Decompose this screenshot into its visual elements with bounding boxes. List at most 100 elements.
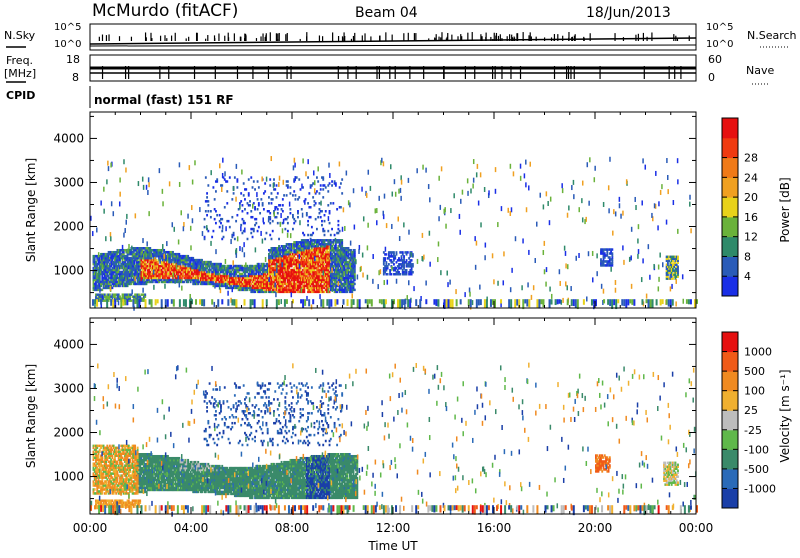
- data-cell: [336, 208, 338, 210]
- data-cell: [601, 284, 603, 289]
- data-cell: [398, 189, 400, 194]
- data-cell: [661, 184, 663, 189]
- data-cell: [343, 271, 345, 276]
- data-cell: [581, 198, 583, 203]
- data-cell: [206, 214, 208, 216]
- data-cell: [384, 194, 386, 199]
- data-cell: [399, 236, 401, 241]
- data-cell: [522, 238, 524, 243]
- data-cell: [329, 210, 331, 212]
- data-cell: [212, 186, 214, 188]
- data-cell: [307, 220, 309, 222]
- data-cell: [412, 271, 414, 273]
- data-cell: [222, 173, 224, 178]
- data-cell: [282, 198, 284, 200]
- data-cell: [317, 166, 319, 171]
- data-cell: [307, 234, 309, 236]
- data-cell: [327, 204, 329, 206]
- data-cell: [219, 285, 221, 290]
- data-cell: [376, 220, 378, 225]
- data-cell: [476, 172, 478, 177]
- data-cell: [608, 185, 610, 190]
- data-cell: [240, 200, 242, 202]
- data-cell: [146, 241, 148, 246]
- data-cell: [96, 227, 98, 232]
- data-cell: [658, 277, 660, 282]
- data-cell: [189, 294, 191, 299]
- data-cell: [645, 165, 647, 170]
- data-cell: [360, 267, 362, 272]
- data-cell: [297, 210, 299, 212]
- data-cell: [221, 184, 223, 186]
- data-cell: [659, 253, 661, 258]
- data-cell: [207, 184, 209, 186]
- data-cell: [561, 183, 563, 188]
- data-cell: [220, 222, 222, 224]
- data-cell: [287, 184, 289, 186]
- data-cell: [268, 202, 270, 204]
- data-cell: [573, 180, 575, 185]
- data-cell: [205, 210, 207, 212]
- data-cell: [446, 271, 448, 276]
- data-cell: [341, 192, 343, 194]
- data-cell: [549, 287, 551, 292]
- data-cell: [273, 183, 275, 188]
- data-cell: [294, 163, 296, 168]
- data-cell: [363, 216, 365, 221]
- data-cell: [354, 283, 356, 285]
- data-cell: [248, 178, 250, 180]
- data-cell: [269, 216, 271, 218]
- data-cell: [204, 236, 206, 238]
- data-cell: [287, 216, 289, 218]
- data-cell: [630, 255, 632, 260]
- data-cell: [290, 233, 292, 238]
- data-cell: [287, 230, 289, 232]
- data-cell: [531, 295, 533, 300]
- data-cell: [388, 263, 390, 265]
- data-cell: [610, 267, 612, 272]
- data-cell: [244, 208, 246, 210]
- data-cell: [216, 178, 218, 180]
- data-cell: [244, 252, 246, 257]
- data-cell: [130, 299, 132, 301]
- data-cell: [289, 212, 291, 214]
- data-cell: [283, 283, 285, 288]
- data-cell: [423, 255, 425, 260]
- data-cell: [236, 186, 238, 188]
- data-cell: [615, 288, 617, 293]
- data-cell: [603, 202, 605, 207]
- data-cell: [484, 187, 486, 192]
- data-cell: [319, 294, 321, 299]
- data-cell: [262, 217, 264, 222]
- data-cell: [289, 202, 291, 207]
- data-cell: [234, 238, 236, 240]
- data-cell: [453, 193, 455, 198]
- data-cell: [545, 282, 547, 287]
- data-cell: [629, 257, 631, 262]
- data-cell: [666, 158, 668, 163]
- data-cell: [292, 228, 294, 230]
- data-cell: [236, 248, 238, 253]
- data-cell: [277, 222, 279, 224]
- data-cell: [231, 198, 233, 200]
- data-cell: [335, 238, 337, 243]
- data-cell: [335, 182, 337, 184]
- data-cell: [257, 208, 259, 210]
- data-cell: [260, 198, 262, 200]
- data-cell: [485, 243, 487, 248]
- data-cell: [214, 218, 216, 220]
- data-cell: [249, 204, 251, 206]
- data-cell: [241, 170, 243, 175]
- data-cell: [477, 164, 479, 169]
- data-cell: [582, 181, 584, 186]
- data-cell: [412, 263, 414, 265]
- cpid-label: CPID: [6, 89, 35, 102]
- data-cell: [375, 208, 377, 213]
- data-cell: [282, 204, 284, 206]
- data-cell: [254, 188, 256, 190]
- data-cell: [189, 165, 191, 170]
- data-cell: [403, 255, 405, 257]
- data-cell: [495, 189, 497, 194]
- data-cell: [515, 236, 517, 241]
- data-cell: [340, 182, 342, 184]
